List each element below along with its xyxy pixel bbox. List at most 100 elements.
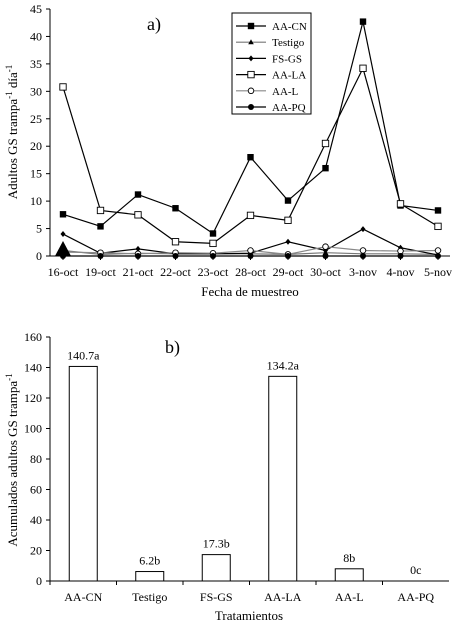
- data-point-aa-pq: [172, 253, 179, 259]
- data-point-aa-pq: [97, 253, 104, 259]
- data-point-aa-cn: [59, 211, 67, 218]
- panel-b-x-tick-label: AA-CN: [64, 590, 102, 604]
- bar-data-label: 134.2a: [267, 358, 300, 372]
- bar-data-label: 17.3b: [203, 537, 230, 551]
- legend-label-aa-pq: AA-PQ: [272, 102, 306, 114]
- panel-b-y-tick-label: 160: [24, 330, 42, 344]
- panel-a-y-tick-label: 40: [30, 29, 42, 43]
- data-point-fs-gs: [135, 245, 141, 252]
- panel-a-x-tick-label: 28-oct: [235, 265, 266, 279]
- panel-a-x-tick-label: 3-nov: [349, 265, 377, 279]
- series-aa-pq: [60, 253, 441, 259]
- data-point-aa-cn: [172, 205, 179, 212]
- panel-a-x-tick-label: 23-oct: [198, 265, 229, 279]
- data-point-aa-la: [396, 200, 405, 208]
- panel-b-x-tick-label: AA-PQ: [397, 590, 434, 604]
- line-chart-panel-a: a) 0 5 10 15 20 25 30 35 40 45 16-oct 19-oct 21-oct…: [4, 2, 452, 299]
- panel-a-legend: AA-CN Testigo FS-GS AA-LA AA-L AA-PQ: [231, 12, 312, 115]
- panel-a-x-tick-label: 29-oct: [273, 265, 304, 279]
- panel-a-legend-box: [231, 12, 312, 115]
- panel-b-x-tick-label: FS-GS: [200, 590, 233, 604]
- data-point-fs-gs: [60, 231, 66, 238]
- data-point-aa-la: [321, 139, 330, 148]
- panel-a-x-tick-label: 21-oct: [123, 265, 154, 279]
- panel-a-x-tick-label: 16-oct: [48, 265, 79, 279]
- bar-aa-la: [268, 375, 298, 582]
- bar-data-label: 140.7a: [67, 348, 100, 362]
- legend-label-aa-cn: AA-CN: [272, 21, 307, 33]
- panel-a-y-ticks: 0 5 10 15 20 25 30 35 40 45: [30, 2, 50, 263]
- data-point-aa-la: [134, 211, 142, 219]
- data-point-aa-la: [59, 83, 67, 91]
- panel-a-y-axis-label: Adultos GS trampa-1 día-1: [4, 65, 20, 200]
- panel-b-y-tick-label: 0: [36, 574, 42, 588]
- panel-a-y-tick-label: 30: [30, 84, 42, 98]
- bar-aa-cn: [68, 365, 98, 582]
- panel-a-x-ticks: 16-oct 19-oct 21-oct 22-oct 23-oct 28-oct 29-o…: [48, 256, 452, 279]
- data-point-aa-l: [247, 247, 254, 254]
- data-point-aa-cn: [134, 191, 142, 198]
- bar-fs-gs: [201, 554, 231, 582]
- legend-label-aa-la: AA-LA: [272, 70, 306, 82]
- data-point-aa-pq: [435, 253, 441, 259]
- data-point-aa-cn: [322, 164, 329, 172]
- panel-b-y-tick-label: 100: [24, 422, 42, 436]
- bar-data-label: 8b: [343, 551, 355, 565]
- data-point-aa-la: [209, 239, 217, 248]
- legend-marker-testigo: [248, 39, 254, 45]
- data-point-aa-pq: [247, 253, 254, 259]
- bar-data-label: 6.2b: [139, 554, 160, 568]
- data-point-aa-pq: [360, 253, 366, 259]
- panel-b-y-axis-label: Acumulados adultos GS trampa-1: [4, 373, 20, 546]
- panel-a-y-tick-label: 45: [30, 2, 42, 16]
- series-aa-la: [59, 64, 442, 248]
- bar-data-label: 0c: [410, 563, 421, 577]
- legend-label-testigo: Testigo: [272, 37, 305, 49]
- panel-b-y-tick-label: 120: [24, 391, 42, 405]
- panel-a-y-tick-label: 15: [30, 167, 42, 181]
- bar-chart-panel-b: b) 0 20 40 60 80 100 120 140 160 140.7a AA-CN 6.2b…: [4, 330, 449, 623]
- panel-b-x-axis-label: Tratamientos: [215, 608, 283, 623]
- panel-a-x-tick-label: 5-nov: [424, 265, 452, 279]
- data-point-aa-la: [246, 211, 255, 220]
- data-point-aa-pq: [397, 253, 404, 259]
- annotation-triangle-marker: [55, 241, 71, 256]
- data-point-fs-gs: [285, 238, 291, 245]
- data-point-aa-la: [96, 206, 105, 215]
- data-point-aa-l: [322, 243, 329, 250]
- bar-aa-l: [334, 568, 364, 582]
- data-point-aa-cn: [209, 230, 217, 237]
- data-point-aa-cn: [359, 18, 367, 25]
- panel-b-y-tick-label: 140: [24, 361, 42, 375]
- data-point-aa-la: [171, 238, 180, 246]
- legend-marker-fs-gs: [248, 55, 254, 62]
- panel-a-x-tick-label: 22-oct: [160, 265, 191, 279]
- panel-a-y-tick-label: 0: [36, 249, 42, 263]
- legend-marker-aa-pq: [248, 104, 254, 110]
- legend-marker-aa-cn: [247, 22, 255, 30]
- panel-b-x-tick-label: AA-LA: [264, 590, 302, 604]
- data-point-aa-pq: [285, 253, 291, 259]
- data-point-aa-cn: [284, 197, 292, 204]
- panel-b-y-tick-label: 20: [30, 544, 42, 558]
- data-point-fs-gs: [360, 226, 366, 233]
- data-point-aa-l: [434, 247, 442, 254]
- panel-a-x-axis-label: Fecha de muestreo: [201, 284, 298, 299]
- panel-a-y-tick-label: 20: [30, 139, 42, 153]
- data-point-aa-la: [284, 216, 292, 224]
- legend-label-fs-gs: FS-GS: [272, 53, 302, 65]
- panel-a-x-tick-label: 30-oct: [310, 265, 341, 279]
- data-point-aa-la: [359, 64, 367, 72]
- data-point-aa-cn: [97, 223, 104, 230]
- panel-a-series: [55, 18, 442, 259]
- panel-b-y-tick-label: 60: [30, 483, 42, 497]
- panel-a-y-tick-label: 35: [30, 57, 42, 71]
- data-point-aa-pq: [322, 253, 329, 259]
- data-point-aa-la: [434, 222, 442, 231]
- panel-b-label: b): [165, 337, 180, 358]
- panel-a-y-tick-label: 25: [30, 112, 42, 126]
- panel-a-y-tick-label: 10: [30, 194, 42, 208]
- legend-label-aa-l: AA-L: [272, 86, 299, 98]
- data-point-aa-l: [359, 247, 367, 254]
